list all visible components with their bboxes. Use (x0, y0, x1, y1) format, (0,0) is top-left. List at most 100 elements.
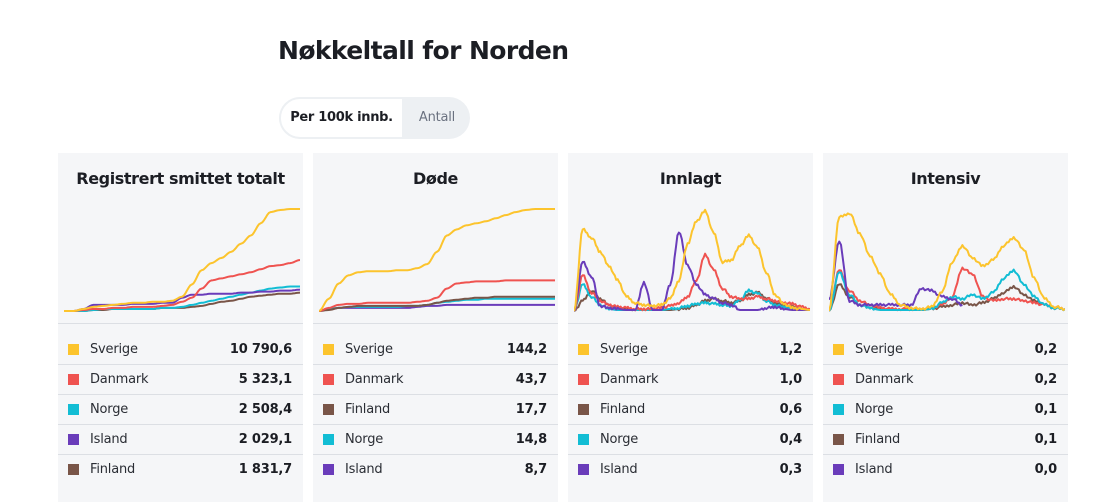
legend-row[interactable]: Island 0,0 (823, 454, 1068, 484)
color-swatch-icon (833, 433, 844, 445)
country-value: 8,7 (524, 461, 548, 477)
country-name: Finland (90, 461, 136, 477)
series-line-sverige (64, 208, 300, 312)
legend-row[interactable]: Finland 1 831,7 (58, 454, 303, 484)
series-line-norge (829, 268, 1065, 312)
country-name: Danmark (855, 371, 914, 387)
legend-list: Sverige 10 790,6 Danmark 5 323,1 Norge 2 50… (58, 334, 303, 484)
series-line-finland (319, 295, 555, 312)
series-line-danmark (574, 252, 810, 312)
country-name: Sverige (345, 341, 393, 357)
color-swatch-icon (323, 373, 334, 385)
country-value: 5 323,1 (238, 371, 292, 387)
color-swatch-icon (323, 343, 334, 355)
country-name: Island (90, 431, 128, 447)
country-name: Norge (600, 431, 639, 447)
chart-svg (319, 208, 555, 312)
legend-row[interactable]: Norge 14,8 (313, 424, 558, 454)
series-line-island (829, 240, 963, 308)
series-line-sverige (319, 208, 555, 312)
country-name: Island (855, 461, 893, 477)
country-name: Danmark (345, 371, 404, 387)
card-innlagt: Innlagt Sverige 1,2 Danmark 1,0 Finland 0,6… (568, 153, 813, 502)
series-line-island (574, 231, 810, 312)
country-value: 43,7 (515, 371, 547, 387)
legend-row[interactable]: Sverige 144,2 (313, 334, 558, 364)
color-swatch-icon (833, 373, 844, 385)
card-title: Registrert smittet totalt (76, 169, 285, 188)
toggle-antall[interactable]: Antall (418, 110, 456, 125)
legend-row[interactable]: Danmark 5 323,1 (58, 364, 303, 394)
legend-row[interactable]: Sverige 0,2 (823, 334, 1068, 364)
country-value: 0,0 (1034, 461, 1058, 477)
color-swatch-icon (833, 403, 844, 415)
legend-list: Sverige 0,2 Danmark 0,2 Norge 0,1 Finland 0,… (823, 334, 1068, 484)
color-swatch-icon (323, 433, 334, 445)
country-value: 0,2 (1034, 341, 1058, 357)
divider (568, 323, 813, 324)
series-line-sverige (574, 208, 810, 312)
legend-row[interactable]: Danmark 43,7 (313, 364, 558, 394)
legend-list: Sverige 1,2 Danmark 1,0 Finland 0,6 Norge 0,… (568, 334, 813, 484)
line-chart (64, 203, 300, 317)
country-value: 2 029,1 (238, 431, 292, 447)
series-line-danmark (64, 259, 300, 312)
legend-row[interactable]: Norge 0,1 (823, 394, 1068, 424)
card-title: Innlagt (659, 169, 722, 188)
country-name: Island (600, 461, 638, 477)
legend-row[interactable]: Island 2 029,1 (58, 424, 303, 454)
series-line-sverige (829, 212, 1065, 312)
legend-row[interactable]: Danmark 0,2 (823, 364, 1068, 394)
color-swatch-icon (833, 463, 844, 475)
color-swatch-icon (68, 463, 79, 475)
color-swatch-icon (578, 433, 589, 445)
card-title: Intensiv (910, 169, 981, 188)
country-value: 0,1 (1034, 431, 1058, 447)
country-name: Sverige (90, 341, 138, 357)
country-value: 10 790,6 (229, 341, 292, 357)
color-swatch-icon (578, 463, 589, 475)
country-value: 0,4 (779, 431, 803, 447)
country-name: Island (345, 461, 383, 477)
country-value: 144,2 (506, 341, 547, 357)
card-dode: Døde Sverige 144,2 Danmark 43,7 Finland 17,… (313, 153, 558, 502)
color-swatch-icon (323, 463, 334, 475)
divider (58, 323, 303, 324)
legend-row[interactable]: Norge 0,4 (568, 424, 813, 454)
country-value: 0,1 (1034, 401, 1058, 417)
card-registrert-smittet: Registrert smittet totalt Sverige 10 790,… (58, 153, 303, 502)
line-chart (574, 203, 810, 317)
chart-svg (64, 208, 300, 312)
country-value: 14,8 (515, 431, 547, 447)
line-chart (829, 203, 1065, 317)
color-swatch-icon (578, 403, 589, 415)
line-chart (319, 203, 555, 317)
series-line-norge (64, 285, 300, 312)
country-value: 2 508,4 (238, 401, 292, 417)
legend-row[interactable]: Danmark 1,0 (568, 364, 813, 394)
chart-svg (829, 212, 1065, 312)
legend-row[interactable]: Norge 2 508,4 (58, 394, 303, 424)
color-swatch-icon (68, 403, 79, 415)
country-value: 1 831,7 (238, 461, 292, 477)
color-swatch-icon (323, 403, 334, 415)
country-name: Sverige (600, 341, 648, 357)
legend-row[interactable]: Finland 17,7 (313, 394, 558, 424)
legend-row[interactable]: Island 0,3 (568, 454, 813, 484)
legend-row[interactable]: Finland 0,6 (568, 394, 813, 424)
series-line-danmark (319, 279, 555, 312)
country-name: Norge (345, 431, 384, 447)
country-name: Norge (90, 401, 129, 417)
country-name: Danmark (600, 371, 659, 387)
legend-row[interactable]: Island 8,7 (313, 454, 558, 484)
toggle-per-100k[interactable]: Per 100k innb. (279, 97, 404, 139)
color-swatch-icon (578, 373, 589, 385)
country-value: 0,2 (1034, 371, 1058, 387)
card-intensiv: Intensiv Sverige 0,2 Danmark 0,2 Norge 0,1 … (823, 153, 1068, 502)
color-swatch-icon (68, 343, 79, 355)
divider (313, 323, 558, 324)
legend-row[interactable]: Finland 0,1 (823, 424, 1068, 454)
legend-row[interactable]: Sverige 1,2 (568, 334, 813, 364)
legend-row[interactable]: Sverige 10 790,6 (58, 334, 303, 364)
divider (823, 323, 1068, 324)
